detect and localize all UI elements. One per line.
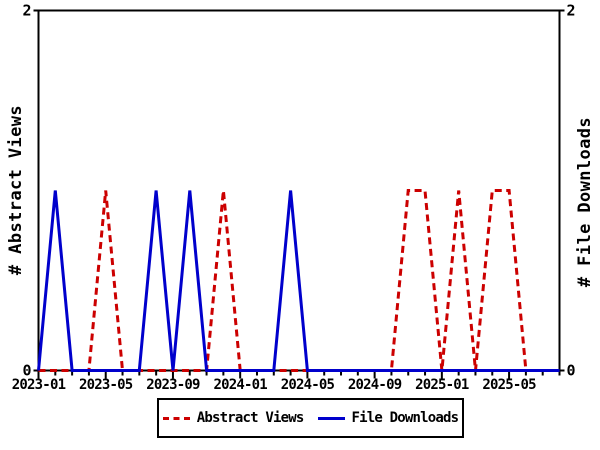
plot-frame: [37, 9, 561, 372]
legend-item-file-downloads: File Downloads: [317, 410, 460, 426]
legend-item-abstract-views: Abstract Views: [162, 410, 305, 426]
file-downloads-line: [37, 190, 560, 372]
x-tick-label: 2024-05: [281, 377, 335, 393]
legend: Abstract Views File Downloads: [157, 398, 464, 438]
x-tick-label: 2023-01: [12, 377, 66, 393]
y-right-tick-label: 0: [567, 362, 576, 380]
x-tick-label: 2024-01: [213, 377, 267, 393]
x-tick-label: 2025-05: [482, 377, 536, 393]
x-tick-label: 2025-01: [415, 377, 469, 393]
left-axis-title: # Abstract Views: [6, 104, 26, 276]
right-axis-title: # File Downloads: [575, 116, 595, 288]
solid-line-sample-icon: [317, 416, 345, 420]
y-right-tick-label: 2: [567, 2, 576, 20]
legend-label-abstract-views: Abstract Views: [196, 410, 305, 426]
legend-label-file-downloads: File Downloads: [351, 410, 460, 426]
y-left-tick-label: 0: [22, 362, 31, 380]
x-tick-label: 2023-09: [146, 377, 200, 393]
dashed-line-sample-icon: [162, 416, 190, 420]
x-tick-label: 2023-05: [79, 377, 133, 393]
y-left-tick-label: 2: [22, 2, 31, 20]
x-tick-label: 2024-09: [348, 377, 402, 393]
